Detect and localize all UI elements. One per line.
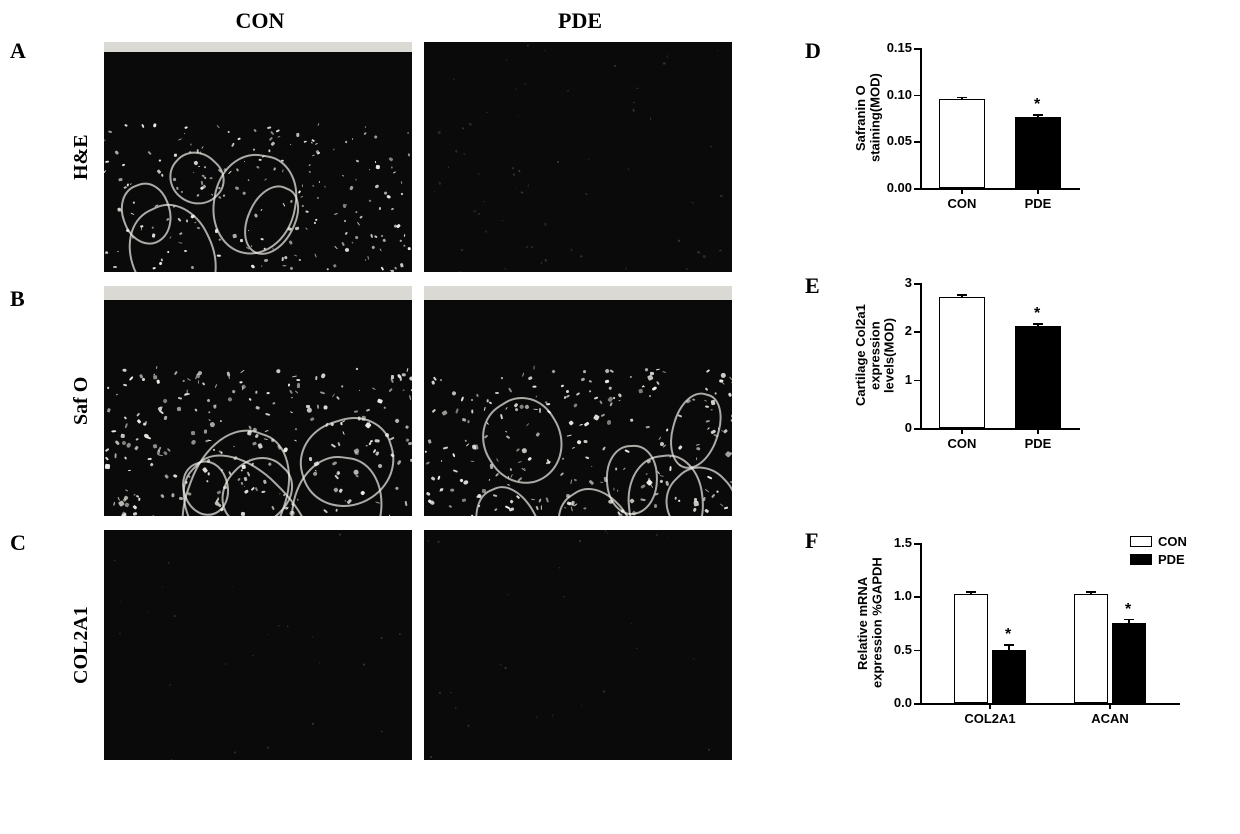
row-label-col2a1: COL2A1 — [70, 530, 93, 760]
bar-con — [939, 99, 985, 188]
col-header-pde: PDE — [530, 8, 630, 34]
chart-f-mrna: 0.00.51.01.5Relative mRNA expression %GA… — [850, 528, 1220, 768]
chart-d-safranin: 0.000.050.100.15Safranin O staining(MOD)… — [850, 38, 1110, 238]
bar-acan-con — [1074, 594, 1108, 703]
x-group-label: COL2A1 — [944, 711, 1036, 726]
figure-wrap: CON PDE A B C H&E Saf O COL2A1 D E F 0.0… — [0, 8, 1240, 828]
micrograph-col2a1-con — [104, 530, 412, 760]
y-axis-label: Relative mRNA expression %GAPDH — [856, 543, 885, 703]
micrograph-col2a1-pde — [424, 530, 732, 760]
significance-marker: * — [1034, 96, 1040, 114]
micrograph-safo-con — [104, 286, 412, 516]
x-category-label: CON — [933, 196, 991, 211]
bar-col2a1-pde — [992, 650, 1026, 703]
panel-label-c: C — [10, 530, 26, 556]
col-header-con: CON — [210, 8, 310, 34]
micrograph-he-con — [104, 42, 412, 272]
legend-label: CON — [1158, 534, 1187, 549]
bar-col2a1-con — [954, 594, 988, 703]
bar-con — [939, 297, 985, 428]
y-axis-label: Safranin O staining(MOD) — [854, 48, 883, 188]
micrograph-he-pde — [424, 42, 732, 272]
panel-label-d: D — [805, 38, 821, 64]
legend-swatch-pde — [1130, 554, 1152, 565]
significance-marker: * — [1005, 626, 1011, 644]
x-category-label: PDE — [1009, 436, 1067, 451]
bar-pde — [1015, 326, 1061, 428]
legend-swatch-con — [1130, 536, 1152, 547]
panel-label-e: E — [805, 273, 820, 299]
y-axis-label: Cartilage Col2a1 expression levels(MOD) — [854, 283, 897, 428]
legend-label: PDE — [1158, 552, 1185, 567]
significance-marker: * — [1125, 601, 1131, 619]
row-label-safo: Saf O — [70, 286, 93, 516]
chart-e-col2a1-ihc: 0123Cartilage Col2a1 expression levels(M… — [850, 273, 1110, 483]
x-group-label: ACAN — [1064, 711, 1156, 726]
row-label-he: H&E — [70, 42, 93, 272]
x-category-label: PDE — [1009, 196, 1067, 211]
panel-label-a: A — [10, 38, 26, 64]
bar-acan-pde — [1112, 623, 1146, 703]
micrograph-safo-pde — [424, 286, 732, 516]
significance-marker: * — [1034, 305, 1040, 323]
panel-label-f: F — [805, 528, 818, 554]
panel-label-b: B — [10, 286, 25, 312]
x-category-label: CON — [933, 436, 991, 451]
bar-pde — [1015, 117, 1061, 188]
